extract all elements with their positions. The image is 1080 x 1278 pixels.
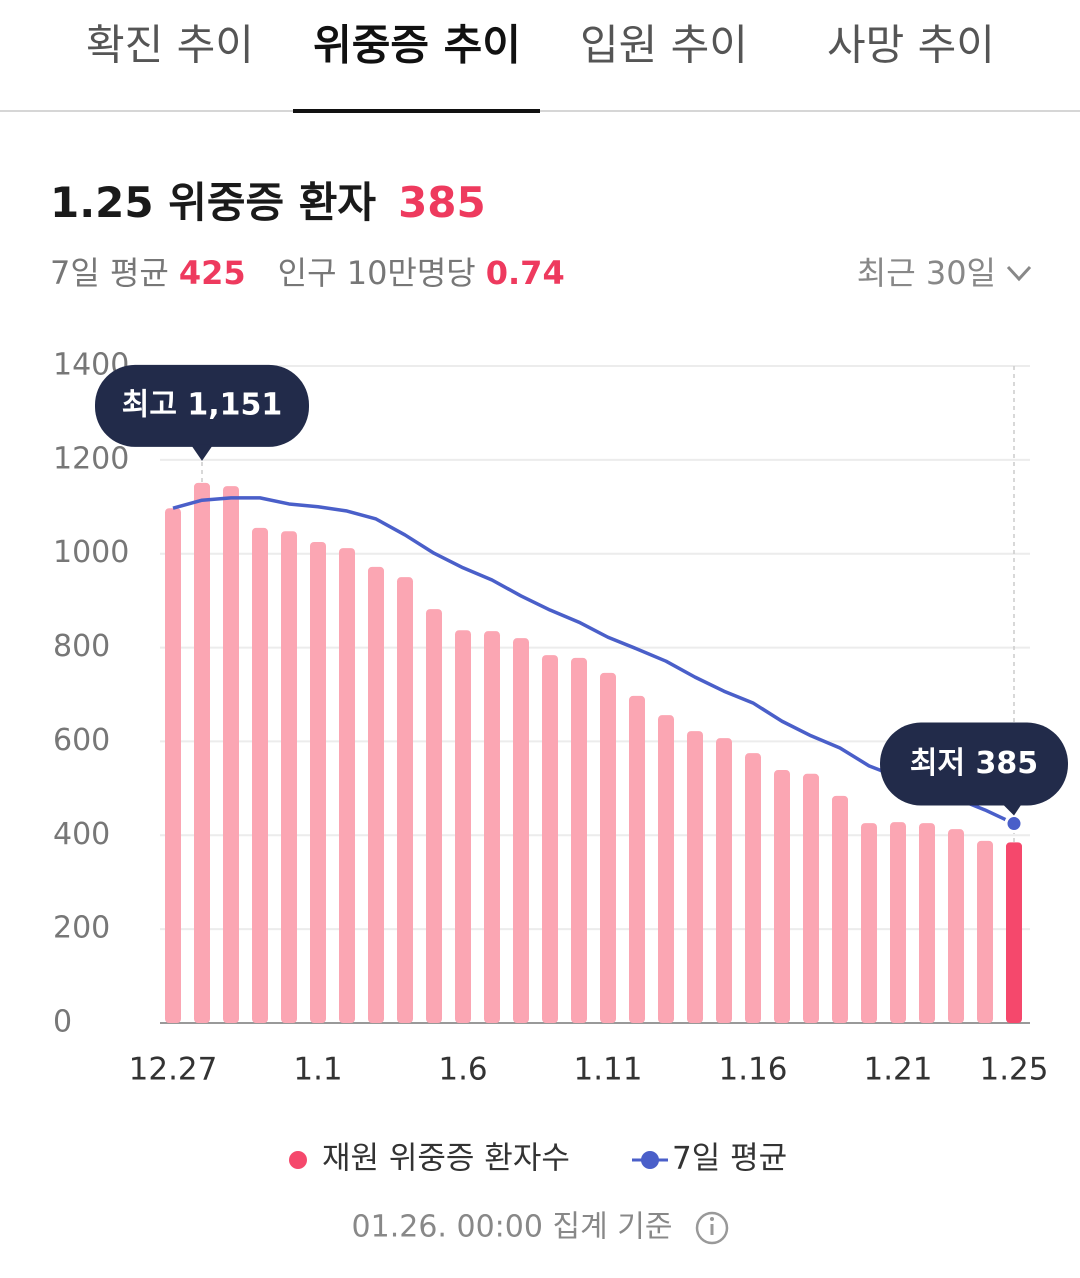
tooltip-text: 최저 385 [910, 746, 1038, 781]
y-tick-label: 1000 [53, 535, 129, 570]
info-icon-dot [710, 1217, 714, 1221]
avg-label: 7일 평균 [50, 254, 169, 292]
subline: 7일 평균 425 인구 10만명당 0.74 [50, 254, 565, 292]
bar [745, 753, 761, 1023]
bar [919, 823, 935, 1023]
bar [716, 738, 732, 1023]
x-tick-label: 1.11 [573, 1052, 642, 1088]
legend-label: 7일 평균 [672, 1141, 787, 1177]
legend-swatch [289, 1151, 307, 1169]
bar [426, 609, 442, 1023]
per-value: 0.74 [486, 254, 565, 292]
bar [571, 657, 587, 1023]
legend-label: 재원 위중증 환자수 [322, 1141, 570, 1177]
x-tick-label: 1.16 [718, 1052, 787, 1088]
bar [281, 531, 297, 1023]
tab[interactable]: 입원 추이 [580, 21, 748, 70]
bar [861, 823, 877, 1023]
tab[interactable]: 사망 추이 [827, 21, 995, 70]
dropdown-icon[interactable] [1006, 265, 1032, 282]
y-tick-label: 1200 [53, 441, 129, 476]
x-tick-label: 1.25 [979, 1052, 1048, 1088]
bar [223, 486, 239, 1023]
bar [600, 672, 616, 1023]
headline-title: 1.25 위중증 환자 [50, 178, 376, 227]
bar [542, 655, 558, 1023]
y-tick-label: 600 [53, 723, 110, 758]
headline-value: 385 [398, 178, 486, 227]
bar [513, 638, 529, 1023]
x-tick-label: 1.6 [438, 1052, 487, 1088]
tooltip-bubble [95, 364, 309, 447]
bar [629, 695, 645, 1023]
bar [803, 773, 819, 1023]
bar [368, 566, 384, 1023]
avg-line [172, 496, 1015, 826]
x-tick-label: 1.1 [293, 1052, 342, 1088]
bar [194, 482, 210, 1023]
footer: 01.26. 00:00 집계 기준 [352, 1210, 673, 1245]
bar [310, 541, 326, 1023]
bar [658, 715, 674, 1023]
y-tick-label: 800 [53, 629, 110, 664]
tab-selected[interactable]: 위중증 추이 [313, 21, 521, 70]
bar [832, 795, 848, 1023]
headline: 1.25 위중증 환자 385 [50, 178, 486, 227]
x-tick-label: 1.21 [863, 1052, 932, 1088]
bar [397, 577, 413, 1023]
bar [948, 829, 964, 1023]
tooltip-bubble [880, 722, 1068, 806]
range-select[interactable]: 최근 30일 [857, 254, 996, 292]
bar [1006, 842, 1022, 1023]
y-tick-label: 400 [53, 817, 110, 852]
x-tick-label: 12.27 [129, 1052, 218, 1088]
bar [165, 508, 181, 1023]
bar [687, 731, 703, 1023]
avg-value: 425 [179, 254, 246, 292]
bar [977, 840, 993, 1023]
bar [484, 631, 500, 1023]
tab-underline [293, 109, 540, 113]
legend-swatch [641, 1151, 659, 1169]
tooltip-pointer [1002, 803, 1022, 816]
y-tick-label: 0 [53, 1005, 72, 1040]
bar [455, 630, 471, 1023]
bar [339, 548, 355, 1023]
avg-point [1004, 814, 1024, 834]
per-label: 인구 10만명당 [278, 254, 476, 292]
info-icon[interactable] [695, 1211, 729, 1245]
tooltip-text: 최고 1,151 [122, 387, 283, 422]
tab[interactable]: 확진 추이 [86, 21, 254, 70]
tooltip-pointer [191, 444, 213, 461]
bar [252, 527, 268, 1023]
y-tick-label: 200 [53, 911, 110, 946]
info-icon-bar [710, 1224, 714, 1235]
bar [890, 822, 906, 1023]
bar [774, 770, 790, 1023]
